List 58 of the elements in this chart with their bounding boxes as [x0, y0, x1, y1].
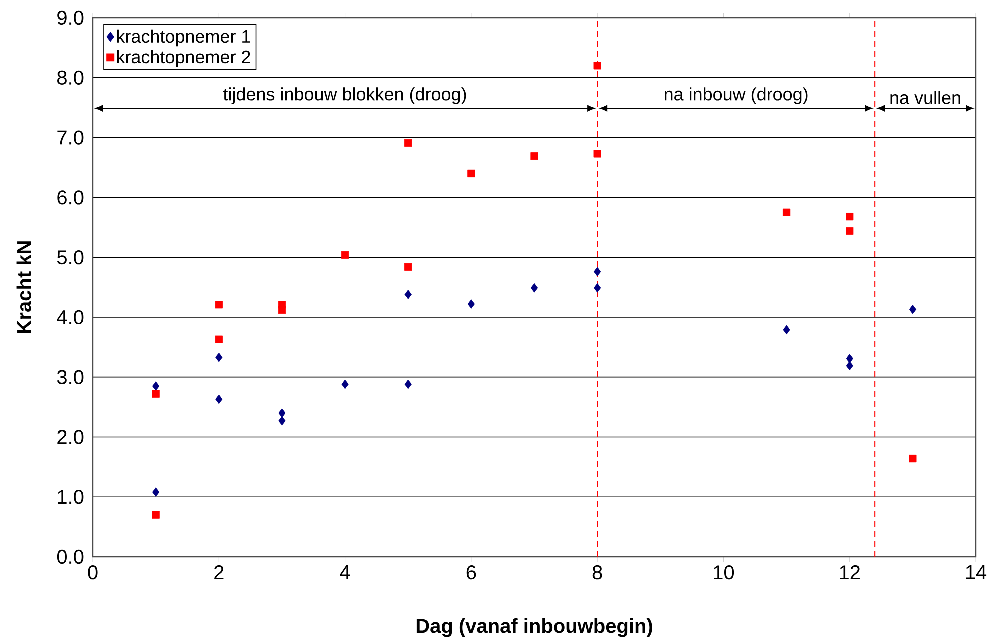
- x-tick-label: 2: [214, 566, 224, 580]
- point: [404, 290, 412, 300]
- point: [468, 170, 476, 178]
- point: [468, 300, 476, 309]
- y-tick-label: 5.0: [57, 250, 84, 265]
- x-tick-label: 12: [840, 566, 860, 580]
- y-tick-label: 8.0: [58, 70, 84, 85]
- point: [846, 361, 854, 371]
- point: [846, 354, 854, 364]
- y-tick-label: 1.0: [58, 490, 84, 504]
- point: [152, 382, 160, 392]
- point: [783, 325, 790, 335]
- point: [404, 263, 412, 271]
- point: [846, 213, 854, 221]
- y-tick-label: 6.0: [58, 190, 84, 205]
- point: [909, 304, 917, 314]
- point: [594, 267, 602, 277]
- point: [216, 394, 223, 404]
- x-axis-title: Dag (vanaf inbouwbegin): [416, 618, 652, 638]
- point: [215, 336, 223, 344]
- y-tick-label: 2.0: [58, 430, 84, 444]
- point: [278, 416, 286, 426]
- point: [215, 301, 223, 309]
- point: [152, 390, 160, 398]
- x-tick-label: 10: [714, 566, 734, 580]
- point: [278, 408, 286, 418]
- point: [404, 139, 412, 147]
- x-tick-label: 14: [966, 566, 987, 580]
- point: [152, 511, 160, 519]
- point: [530, 283, 538, 293]
- x-tick-label: 8: [592, 566, 602, 580]
- point: [404, 380, 412, 390]
- legend-label: krachtopnemer 1: [117, 30, 250, 47]
- annotation: na inbouw (droog): [664, 88, 808, 104]
- point: [216, 352, 223, 362]
- point: [782, 208, 791, 216]
- point: [594, 150, 602, 158]
- y-tick-label: 3.0: [57, 370, 84, 384]
- point: [152, 488, 160, 498]
- annotation: na vullen: [890, 91, 960, 104]
- y-axis-title: Kracht kN: [16, 242, 32, 334]
- point: [594, 62, 602, 70]
- annotation: tijdens inbouw blokken (droog): [223, 88, 466, 104]
- x-tick-label: 0: [88, 566, 98, 580]
- x-tick-label: 4: [340, 566, 350, 580]
- point: [341, 251, 350, 259]
- y-tick-label: 4.0: [57, 310, 84, 325]
- y-tick-label: 0.0: [57, 550, 84, 564]
- point: [846, 227, 854, 236]
- point: [594, 283, 602, 293]
- y-tick-label: 9.0: [58, 10, 84, 26]
- x-tick-label: 6: [466, 566, 476, 580]
- point: [278, 306, 286, 314]
- point: [530, 152, 538, 160]
- point: [909, 454, 917, 463]
- point: [342, 380, 349, 390]
- legend-label: krachtopnemer 2: [117, 50, 250, 68]
- y-tick-label: 7.0: [58, 130, 84, 145]
